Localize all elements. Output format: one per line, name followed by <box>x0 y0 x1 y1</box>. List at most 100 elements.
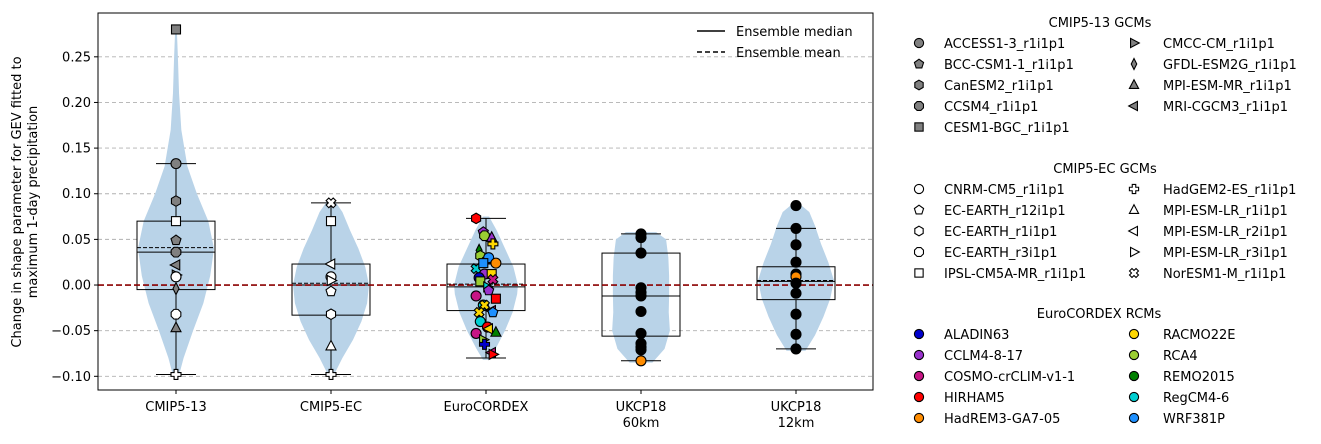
y-tick-label: 0.15 <box>62 142 91 157</box>
data-point-circle <box>170 158 182 170</box>
data-point-circle <box>913 370 925 382</box>
data-point-x <box>325 197 337 209</box>
legend-group: EuroCORDEX RCMs ALADIN63 CCLM4-8-17 COSMO-c… <box>913 307 1235 427</box>
legend-line-label: Ensemble median <box>736 25 853 40</box>
x-tick-label-line: CMIP5-13 <box>145 400 206 415</box>
data-point-hexagon <box>470 212 482 225</box>
legend: CMIP5-13 GCMs ACCESS1-3_r1i1p1 BCC-CSM1-1_… <box>913 16 1297 427</box>
y-tick-label: −0.10 <box>51 370 91 385</box>
data-point-circle <box>913 183 925 195</box>
legend-entry-label: WRF381P <box>1163 412 1225 427</box>
data-point-circle <box>470 327 482 339</box>
data-point-x <box>1128 267 1140 279</box>
data-point-circle <box>635 355 647 367</box>
data-point-tri-up <box>1128 203 1140 214</box>
data-point-tri-left <box>1127 100 1138 112</box>
data-point-circle <box>635 232 647 244</box>
data-point-pentagon <box>913 204 925 215</box>
data-point-circle <box>913 37 925 49</box>
data-point-circle <box>790 308 802 320</box>
data-point-tri-up <box>170 320 182 333</box>
data-point-tri-left <box>1127 225 1138 237</box>
legend-entry-label: EC-EARTH_r3i1p1 <box>944 246 1057 261</box>
data-point-tri-right <box>488 348 500 361</box>
data-point-circle <box>913 391 925 403</box>
data-point-hexagon <box>914 225 924 237</box>
data-point-circle <box>913 349 925 361</box>
data-point-thin-diamond <box>172 281 180 296</box>
legend-group-title: CMIP5-13 GCMs <box>1049 16 1152 31</box>
data-point-x <box>487 273 499 286</box>
y-axis-title-line: Change in shape parameter for GEV fitted… <box>10 56 25 347</box>
y-tick-label: 0.25 <box>62 50 91 65</box>
data-point-circle <box>1128 412 1140 424</box>
data-point-circle <box>790 256 802 268</box>
data-point-circle <box>790 200 802 212</box>
data-point-octagon <box>479 230 490 242</box>
data-point-octagon <box>913 246 925 258</box>
data-point-tri-up <box>325 339 337 351</box>
x-tick-label-line: UKCP18 <box>616 400 667 415</box>
data-point-x <box>473 306 485 319</box>
data-point-pentagon <box>913 58 925 69</box>
y-tick-label: −0.05 <box>51 324 91 339</box>
data-point-circle <box>790 222 802 234</box>
data-point-pentagon <box>483 284 495 296</box>
data-point-square <box>475 276 486 287</box>
x-tick-label: CMIP5-13 <box>145 400 206 415</box>
data-point-square <box>325 216 337 227</box>
legend-entry-label: CCSM4_r1i1p1 <box>944 100 1038 115</box>
data-point-circle <box>490 257 502 269</box>
legend-entry-label: IPSL-CM5A-MR_r1i1p1 <box>944 267 1086 282</box>
data-point-square <box>914 268 924 278</box>
legend-entry-label: MRI-CGCM3_r1i1p1 <box>1163 100 1288 115</box>
data-point-circle <box>470 290 482 302</box>
legend-entry-label: MPI-ESM-LR_r2i1p1 <box>1163 225 1288 240</box>
legend-group-title: EuroCORDEX RCMs <box>1037 307 1162 322</box>
data-point-thin-diamond <box>1130 57 1138 71</box>
legend-entry-label: COSMO-crCLIM-v1-1 <box>944 370 1075 385</box>
data-point-square <box>170 24 182 35</box>
data-point-circle <box>1128 370 1140 382</box>
legend-entry-label: CESM1-BGC_r1i1p1 <box>944 121 1070 136</box>
data-point-pentagon <box>325 285 337 297</box>
legend-group: CMIP5-EC GCMs CNRM-CM5_r1i1p1 EC-EARTH_r12… <box>913 162 1296 282</box>
x-tick-label-line: 60km <box>623 416 660 431</box>
data-point-square <box>170 216 182 227</box>
legend-entry-label: HIRHAM5 <box>944 391 1005 406</box>
data-point-plus <box>478 338 491 350</box>
y-axis-title-line: maximum 1-day precipitation <box>26 106 41 299</box>
legend-entry-label: ACCESS1-3_r1i1p1 <box>944 37 1065 52</box>
data-point-circle <box>1128 328 1140 340</box>
y-tick-label: 0.00 <box>62 279 91 294</box>
data-point-tri-right <box>326 274 338 287</box>
data-point-tri-up <box>489 325 502 337</box>
data-point-octagon <box>170 246 182 258</box>
data-point-tri-left <box>169 259 181 271</box>
data-point-hexagon <box>170 195 182 207</box>
plot-area: −0.10 −0.05 0.00 0.05 0.10 0.15 0.20 0.25 CMIP5-… <box>51 12 874 431</box>
legend-line-label: Ensemble mean <box>736 46 841 61</box>
data-point-circle <box>1128 349 1140 361</box>
data-point-circle <box>635 290 647 302</box>
legend-group-title: CMIP5-EC GCMs <box>1053 162 1157 177</box>
legend-entry-label: ALADIN63 <box>944 328 1009 343</box>
data-point-pentagon <box>487 306 499 318</box>
legend-entry-label: HadREM3-GA7-05 <box>944 412 1060 427</box>
legend-group: CMIP5-13 GCMs ACCESS1-3_r1i1p1 BCC-CSM1-1_… <box>913 16 1297 136</box>
y-tick-label: 0.10 <box>62 187 91 202</box>
data-point-square <box>478 258 489 269</box>
line-legend: Ensemble median Ensemble mean <box>697 25 853 61</box>
data-point-octagon <box>170 308 182 320</box>
legend-entry-label: MPI-ESM-LR_r3i1p1 <box>1163 246 1288 261</box>
data-point-square <box>914 122 924 132</box>
x-tick-label: UKCP18 60km <box>616 400 667 431</box>
data-point-circle <box>635 305 647 318</box>
data-point-plus <box>170 368 182 381</box>
x-tick-label-line: EuroCORDEX <box>444 400 529 415</box>
legend-entry-label: RegCM4-6 <box>1163 391 1229 406</box>
legend-entry-label: MPI-ESM-LR_r1i1p1 <box>1163 204 1288 219</box>
data-point-tri-left <box>481 322 494 335</box>
x-tick-label: UKCP18 12km <box>771 400 822 431</box>
legend-entry-label: NorESM1-M_r1i1p1 <box>1163 267 1286 282</box>
